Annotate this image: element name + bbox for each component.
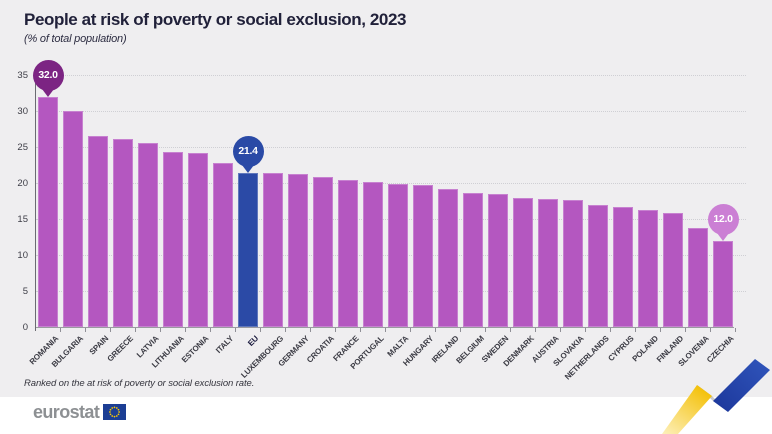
bar-poland: [638, 209, 658, 327]
x-axis-tick: [535, 328, 536, 332]
chart-footnote: Ranked on the at risk of poverty or soci…: [24, 378, 255, 389]
bar-sweden: [488, 193, 508, 327]
bar-belgium: [463, 193, 483, 327]
callout-pointer: [717, 232, 729, 241]
x-axis-tick: [735, 328, 736, 332]
footer-band: [0, 397, 772, 434]
bar-austria: [538, 198, 558, 327]
y-axis-tick-label: 10: [17, 250, 28, 261]
bar-ireland: [438, 188, 458, 327]
bar-slovakia: [563, 200, 583, 327]
y-axis-tick-label: 5: [22, 286, 28, 297]
bar-estonia: [188, 152, 208, 327]
bar-finland: [663, 213, 683, 327]
x-axis-tick: [335, 328, 336, 332]
x-axis-tick: [660, 328, 661, 332]
eurostat-logo-text: eurostat: [33, 402, 100, 422]
y-gridline: [36, 183, 746, 184]
x-axis-tick: [310, 328, 311, 332]
x-axis-tick: [235, 328, 236, 332]
y-axis-tick-label: 15: [17, 214, 28, 225]
callout-value: 12.0: [707, 203, 739, 235]
bar-slovenia: [688, 228, 708, 327]
eurostat-logo: eurostat: [33, 402, 127, 422]
y-axis-tick-label: 20: [17, 178, 28, 189]
x-axis-tick: [410, 328, 411, 332]
x-axis-tick: [460, 328, 461, 332]
x-axis-tick: [560, 328, 561, 332]
eu-flag-icon: [103, 404, 127, 420]
x-axis-label-greece: GREECE: [105, 334, 136, 364]
bar-malta: [388, 184, 408, 327]
x-axis-tick: [635, 328, 636, 332]
y-axis-line: [35, 75, 36, 331]
x-axis-tick: [160, 328, 161, 332]
callout-eu: 21.4: [232, 135, 264, 175]
callout-pointer: [242, 164, 254, 173]
bar-latvia: [138, 142, 158, 327]
x-axis-tick: [435, 328, 436, 332]
chart-title: People at risk of poverty or social excl…: [24, 10, 407, 29]
x-axis-tick: [710, 328, 711, 332]
bar-portugal: [363, 182, 383, 327]
y-axis-tick-label: 35: [17, 70, 28, 81]
callout-romania: 32.0: [32, 59, 64, 99]
x-axis-tick: [85, 328, 86, 332]
callout-pointer: [42, 88, 54, 97]
bar-germany: [288, 173, 308, 327]
x-axis-tick: [510, 328, 511, 332]
x-axis-label-spain: SPAIN: [87, 334, 111, 357]
x-axis-tick: [135, 328, 136, 332]
x-axis-tick: [610, 328, 611, 332]
bar-cyprus: [613, 206, 633, 327]
bar-romania: [38, 96, 58, 327]
x-axis-tick: [260, 328, 261, 332]
bar-netherlands: [588, 204, 608, 327]
x-axis-tick: [385, 328, 386, 332]
x-axis-tick: [60, 328, 61, 332]
y-gridline: [36, 147, 746, 148]
x-axis-tick: [485, 328, 486, 332]
x-axis-label-italy: ITALY: [214, 334, 236, 356]
x-axis-tick: [685, 328, 686, 332]
bar-france: [338, 180, 358, 327]
x-axis-label-netherlands: NETHERLANDS: [562, 334, 611, 382]
x-axis-tick: [585, 328, 586, 332]
bar-bulgaria: [63, 111, 83, 327]
bar-italy: [213, 162, 233, 327]
callout-value: 32.0: [32, 59, 64, 91]
callout-czechia: 12.0: [707, 203, 739, 243]
bar-czechia: [713, 240, 733, 327]
x-axis-label-eu: EU: [246, 334, 261, 348]
y-gridline: [36, 111, 746, 112]
callout-value: 21.4: [232, 135, 264, 167]
bar-greece: [113, 139, 133, 327]
bar-croatia: [313, 177, 333, 327]
x-axis-line: [36, 327, 734, 328]
bar-spain: [88, 136, 108, 327]
x-axis-label-cyprus: CYPRUS: [606, 334, 636, 364]
eurostat-ribbon-graphic: [662, 359, 770, 434]
x-axis-tick: [110, 328, 111, 332]
x-axis-tick: [185, 328, 186, 332]
x-axis-tick: [210, 328, 211, 332]
bar-denmark: [513, 198, 533, 327]
x-axis-tick: [285, 328, 286, 332]
bar-hungary: [413, 185, 433, 327]
y-axis-tick-label: 25: [17, 142, 28, 153]
x-axis-tick: [360, 328, 361, 332]
y-gridline: [36, 75, 746, 76]
bar-lithuania: [163, 152, 183, 327]
y-axis-tick-label: 0: [22, 322, 28, 333]
bar-luxembourg: [263, 172, 283, 327]
chart-subtitle: (% of total population): [24, 33, 127, 45]
y-axis-tick-label: 30: [17, 106, 28, 117]
bar-eu: [238, 172, 258, 327]
